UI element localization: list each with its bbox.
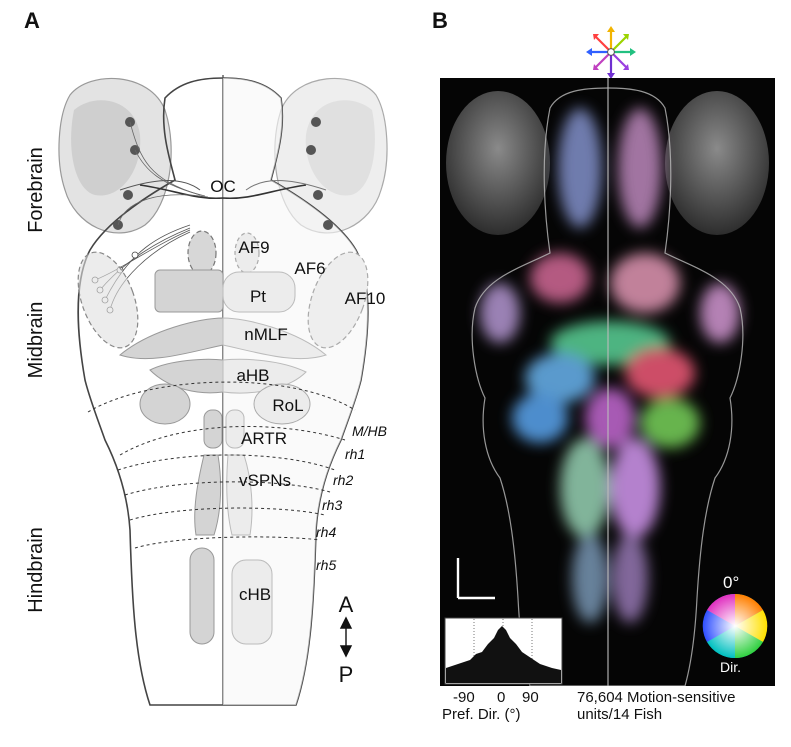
region-label-artr: ARTR xyxy=(241,429,287,448)
color-wheel-label: 0° xyxy=(723,573,740,592)
brain-activity-map: 0° Dir. xyxy=(440,78,775,686)
region-label-nmlf: nMLF xyxy=(244,325,287,344)
section-label-midbrain: Midbrain xyxy=(25,302,47,379)
region-label-af9: AF9 xyxy=(238,238,269,257)
boundary-label-rh2: rh2 xyxy=(333,472,353,488)
panel-b-letter: B xyxy=(432,8,448,33)
region-label-oc: OC xyxy=(210,177,236,196)
region-label-chb: cHB xyxy=(239,585,271,604)
caption-line-2: units/14 Fish xyxy=(577,706,663,723)
boundary-label-rh3: rh3 xyxy=(322,497,342,513)
eye-right-icon xyxy=(665,91,769,235)
region-label-rol: RoL xyxy=(272,396,303,415)
boundary-label-rh5: rh5 xyxy=(316,557,336,573)
section-label-hindbrain: Hindbrain xyxy=(25,527,47,613)
eye-right-icon xyxy=(274,77,388,234)
axis-label-anterior: A xyxy=(339,592,354,617)
axis-label-posterior: P xyxy=(339,662,354,687)
hist-xlabel: Pref. Dir. (°) xyxy=(442,706,521,723)
direction-compass-icon xyxy=(586,26,636,79)
brain-diagram-a: OC AF9 AF6 Pt AF10 nMLF aHB RoL ARTR vSP… xyxy=(25,75,388,706)
region-label-vspns: vSPNs xyxy=(239,471,291,490)
region-label-ahb: aHB xyxy=(236,366,269,385)
color-wheel-sublabel: Dir. xyxy=(720,659,741,675)
hist-tick-90: 90 xyxy=(522,689,539,706)
hist-tick-0: 0 xyxy=(497,689,506,706)
region-label-pt: Pt xyxy=(250,287,266,306)
region-label-af10: AF10 xyxy=(345,289,386,308)
double-arrow-icon xyxy=(339,616,353,658)
caption-line-1: 76,604 Motion-sensitive xyxy=(577,689,736,706)
section-label-forebrain: Forebrain xyxy=(25,147,47,233)
boundary-label-rh1: rh1 xyxy=(345,446,365,462)
eye-left-icon xyxy=(58,77,172,234)
boundary-label-mhb: M/HB xyxy=(352,423,387,439)
region-label-af6: AF6 xyxy=(294,259,325,278)
hist-tick-neg90: -90 xyxy=(453,689,475,706)
eye-left-icon xyxy=(446,91,550,235)
color-wheel xyxy=(702,593,768,659)
panel-a-letter: A xyxy=(24,8,40,33)
boundary-label-rh4: rh4 xyxy=(316,524,336,540)
scale-bar xyxy=(456,558,495,600)
histogram-inset xyxy=(444,617,563,685)
